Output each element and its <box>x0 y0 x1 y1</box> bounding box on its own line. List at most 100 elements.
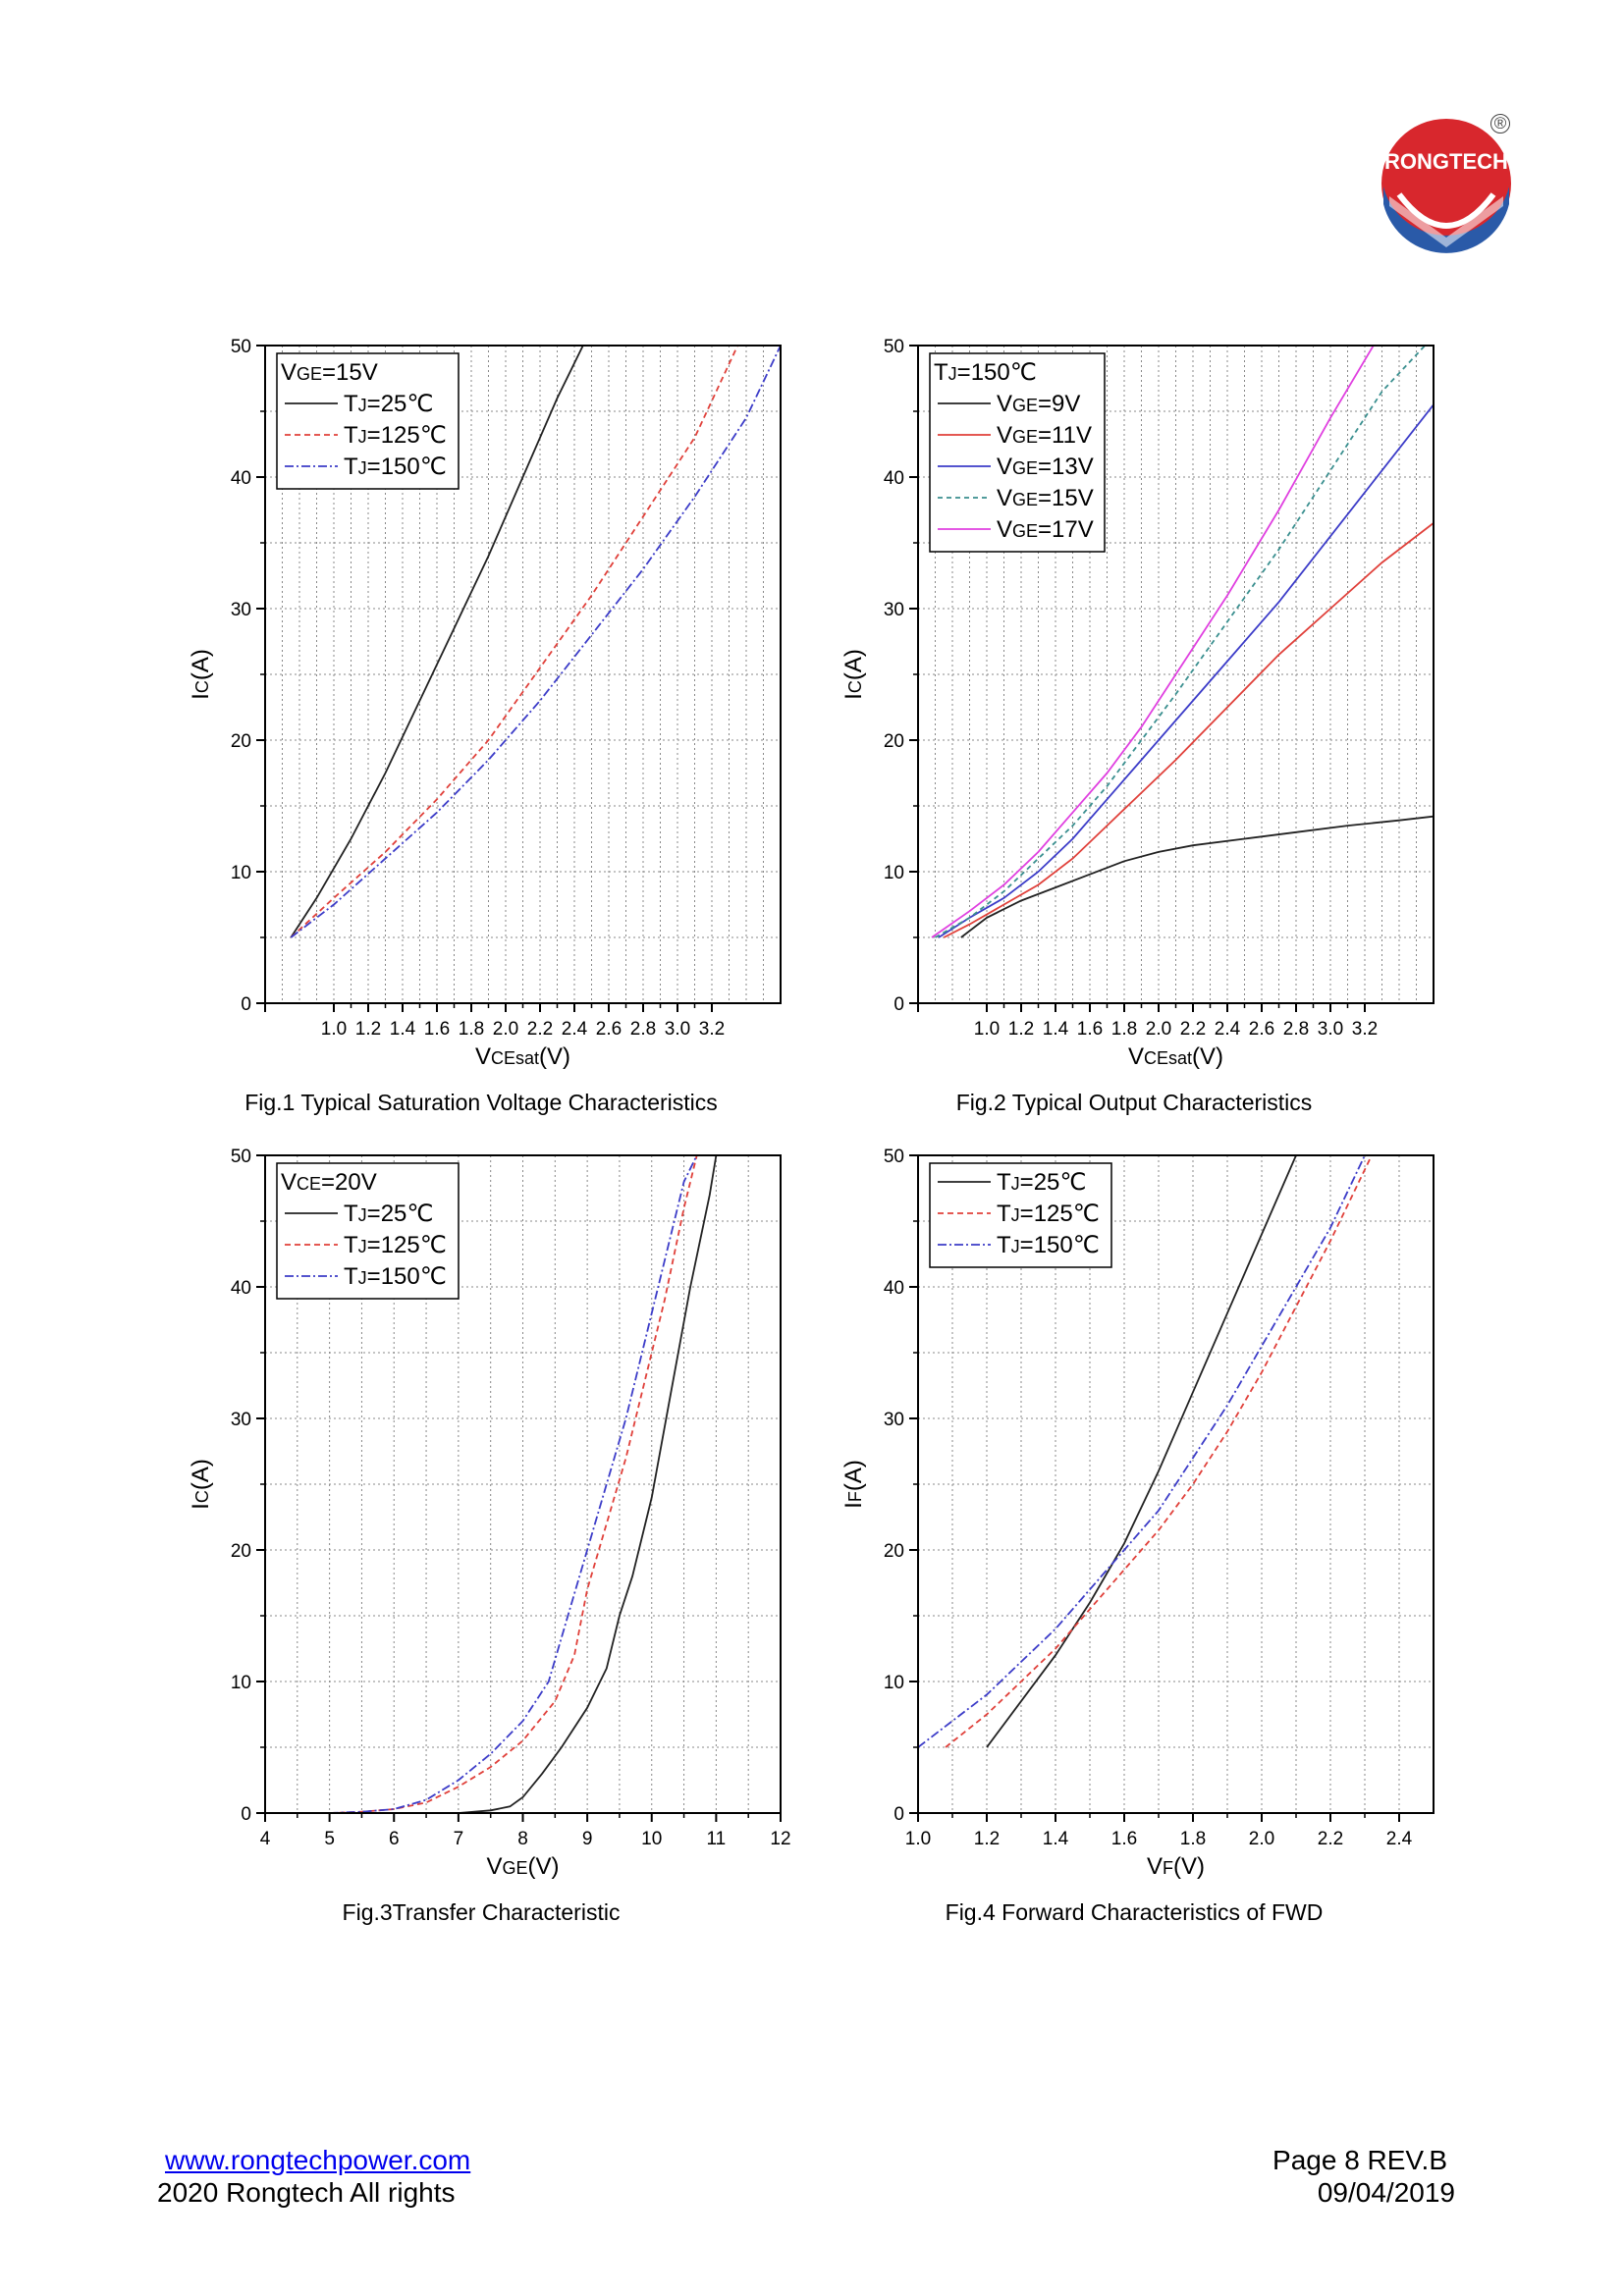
x-tick-label: 2.4 <box>1215 1019 1241 1040</box>
x-tick-label: 1.4 <box>1043 1019 1069 1040</box>
x-tick-label: 2.0 <box>1146 1019 1171 1040</box>
logo-v-shape <box>1389 196 1503 247</box>
y-tick-label: 10 <box>231 1673 251 1693</box>
legend-box <box>929 352 1106 553</box>
x-tick-label: 1.6 <box>1077 1019 1103 1040</box>
x-tick-label: 10 <box>641 1829 662 1849</box>
legend-box <box>929 1162 1112 1268</box>
y-tick-label: 40 <box>884 1278 904 1299</box>
x-tick-label: 2.8 <box>1283 1019 1309 1040</box>
legend-entry: TJ=150℃ <box>344 1263 447 1290</box>
rongtech-logo: RONGTECH <box>1370 110 1527 255</box>
legend-entry: TJ=150℃ <box>344 454 447 480</box>
logo-v-stroke <box>1396 192 1496 229</box>
y-tick-label: 0 <box>893 1804 904 1825</box>
x-tick-label: 2.6 <box>1249 1019 1274 1040</box>
legend-entry: VGE=17V <box>997 516 1094 543</box>
y-tick-label: 0 <box>241 994 251 1015</box>
x-tick-label: 1.4 <box>1043 1829 1069 1849</box>
legend-title: TJ=150℃ <box>934 359 1037 386</box>
chart-fig3: 0 10 20 30 40 50 4 5 6 7 8 9 10 11 12 VGE(V) IC(A) VCE=20… <box>188 1147 791 1880</box>
x-tick-label: 1.2 <box>355 1019 381 1040</box>
y-tick-label: 40 <box>231 1278 251 1299</box>
series-line <box>290 346 739 938</box>
x-tick-label: 9 <box>582 1829 593 1849</box>
x-tick-label: 6 <box>389 1829 400 1849</box>
y-tick-label: 40 <box>231 468 251 489</box>
caption-fig4: Fig.4 Forward Characteristics of FWD <box>945 1899 1324 1925</box>
legend-entry: TJ=125℃ <box>344 1232 447 1258</box>
series-line <box>986 1155 1297 1748</box>
y-axis-label: IC(A) <box>188 649 214 700</box>
y-tick-label: 20 <box>884 731 904 752</box>
legend-entry: TJ=150℃ <box>997 1232 1100 1258</box>
logo-graphic: RONGTECH <box>1381 119 1511 253</box>
y-tick-label: 20 <box>884 1541 904 1562</box>
y-axis-label: IC(A) <box>188 1459 214 1510</box>
y-tick-label: 30 <box>884 600 904 620</box>
series-line <box>290 346 584 938</box>
y-tick-label: 50 <box>884 337 904 357</box>
series-line <box>938 403 1434 938</box>
legend-entry: TJ=25℃ <box>997 1169 1086 1196</box>
x-tick-label: 3.0 <box>1318 1019 1343 1040</box>
caption-fig1: Fig.1 Typical Saturation Voltage Charact… <box>244 1090 718 1115</box>
caption-fig2: Fig.2 Typical Output Characteristics <box>955 1090 1313 1115</box>
x-tick-label: 1.6 <box>424 1019 450 1040</box>
legend-entry: TJ=25℃ <box>344 391 433 417</box>
logo-band-blue <box>1383 187 1509 253</box>
chart-fig2: 0 10 20 30 40 50 1.0 1.2 1.4 1.6 1.8 2.0 2.2 2.4 2.6 2.… <box>840 337 1435 1070</box>
x-tick-label: 4 <box>260 1829 271 1849</box>
x-tick-label: 1.6 <box>1111 1829 1137 1849</box>
x-tick-label: 1.0 <box>321 1019 347 1040</box>
x-tick-label: 1.2 <box>1008 1019 1034 1040</box>
x-tick-label: 2.2 <box>1180 1019 1206 1040</box>
x-tick-label: 2.4 <box>562 1019 588 1040</box>
x-tick-label: 3.2 <box>699 1019 725 1040</box>
logo-text: RONGTECH <box>1384 149 1508 174</box>
chart-panel-fig2: 0 10 20 30 40 50 1.0 1.2 1.4 1.6 1.8 2.0 2.2 2.4 2.6 2.… <box>790 334 1478 1115</box>
y-tick-label: 50 <box>884 1147 904 1167</box>
legend-title: VCE=20V <box>281 1169 377 1196</box>
y-tick-label: 30 <box>884 1410 904 1430</box>
legend-entry: TJ=125℃ <box>344 422 447 449</box>
website-link[interactable]: www.rongtechpower.com <box>165 2145 471 2175</box>
x-tick-label: 1.4 <box>390 1019 416 1040</box>
x-tick-label: 1.8 <box>1111 1019 1137 1040</box>
x-tick-label: 1.8 <box>459 1019 484 1040</box>
y-tick-label: 50 <box>231 1147 251 1167</box>
footer-website[interactable]: www.rongtechpower.com <box>165 2145 470 2176</box>
y-tick-label: 10 <box>884 863 904 883</box>
y-tick-label: 40 <box>884 468 904 489</box>
x-axis-label: VCEsat(V) <box>1128 1043 1223 1070</box>
series-line <box>329 1155 698 1813</box>
x-tick-label: 8 <box>517 1829 528 1849</box>
footer-page: Page 8 REV.B <box>1272 2145 1447 2175</box>
legend-entry: VGE=15V <box>997 485 1094 511</box>
x-axis-label: VCEsat(V) <box>475 1043 570 1070</box>
x-tick-label: 1.2 <box>974 1829 1000 1849</box>
x-tick-label: 2.6 <box>596 1019 622 1040</box>
y-tick-label: 10 <box>231 863 251 883</box>
y-tick-label: 30 <box>231 600 251 620</box>
legend-entry: TJ=25℃ <box>344 1201 433 1227</box>
x-tick-label: 2.0 <box>493 1019 518 1040</box>
series-line <box>943 522 1434 938</box>
x-tick-label: 2.4 <box>1386 1829 1413 1849</box>
x-tick-label: 11 <box>707 1829 727 1849</box>
footer-copyright: 2020 Rongtech All rights <box>157 2177 456 2208</box>
x-tick-label: 1.8 <box>1180 1829 1206 1849</box>
legend-entry: VGE=13V <box>997 454 1094 480</box>
y-tick-label: 10 <box>884 1673 904 1693</box>
x-tick-label: 3.2 <box>1352 1019 1378 1040</box>
series-line <box>329 1155 698 1813</box>
x-axis-label: VGE(V) <box>486 1853 559 1880</box>
x-tick-label: 2.2 <box>1318 1829 1343 1849</box>
y-axis-label: IC(A) <box>840 649 867 700</box>
series-line <box>960 815 1434 938</box>
series-line <box>935 346 1426 938</box>
x-tick-label: 1.0 <box>974 1019 1000 1040</box>
legend-entry: VGE=9V <box>997 391 1080 417</box>
y-tick-label: 0 <box>241 1804 251 1825</box>
caption-fig3: Fig.3Transfer Characteristic <box>342 1899 621 1925</box>
